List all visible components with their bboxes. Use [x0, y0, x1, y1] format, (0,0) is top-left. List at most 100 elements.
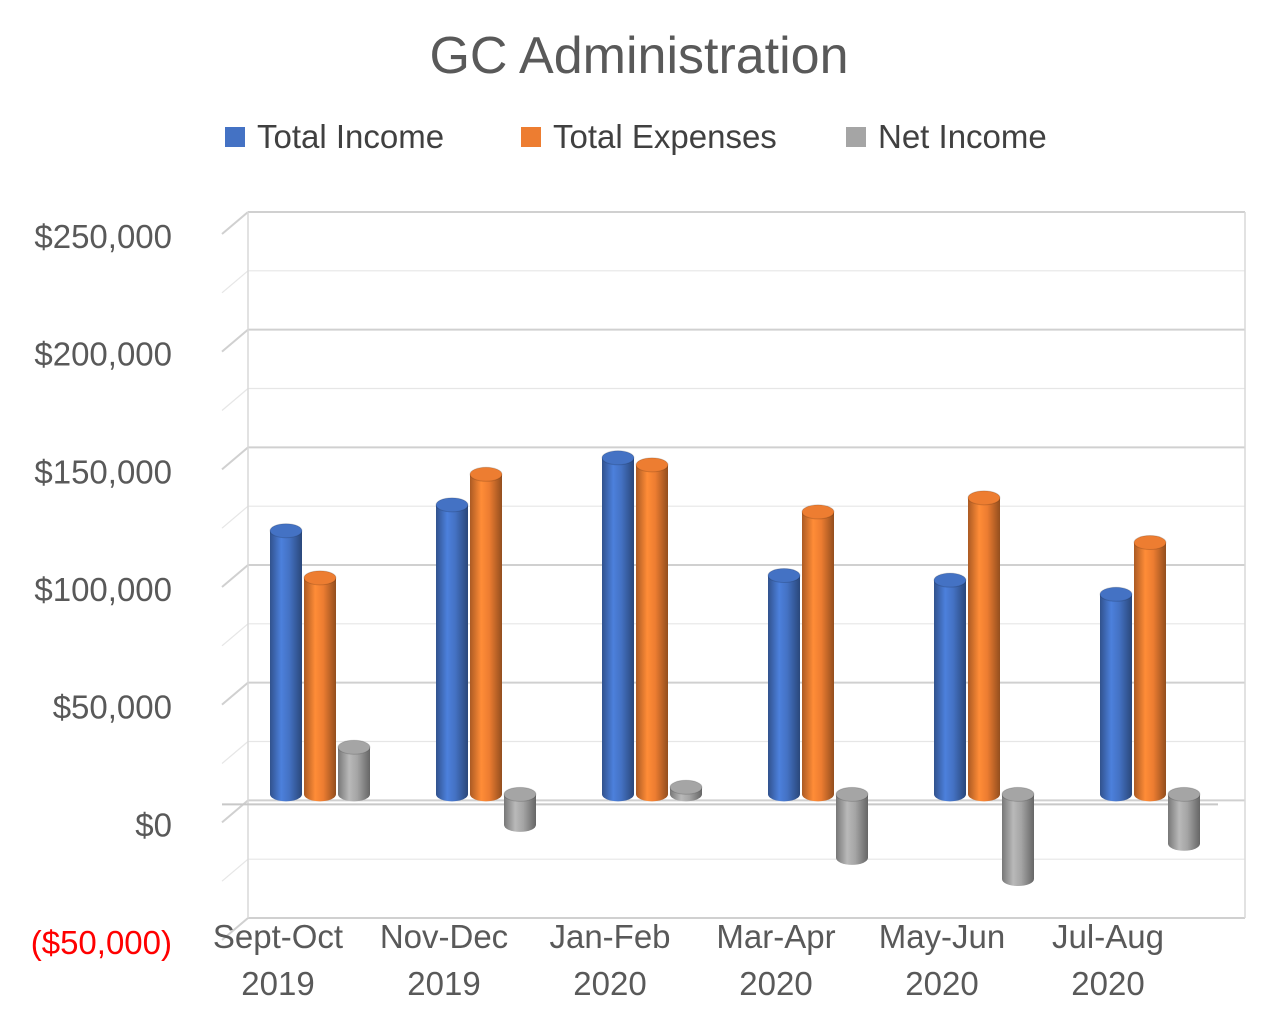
x-tick-label: 2019 [241, 965, 314, 1002]
bar-cap [835, 786, 869, 802]
bar-body [968, 497, 1000, 802]
gridline-side [221, 564, 249, 588]
gridline-side [221, 211, 249, 235]
gridline-side [221, 681, 249, 706]
bar-body [338, 747, 370, 802]
bar-body [836, 794, 868, 865]
bar-body [934, 580, 966, 802]
chart-legend: Total Income Total Expenses Net Income [0, 118, 1278, 162]
x-tick-label: 2020 [905, 965, 978, 1002]
gridline-side [221, 505, 249, 529]
grid-layer [221, 211, 1246, 941]
bar-cap [303, 570, 337, 586]
y-tick-label: $250,000 [34, 218, 172, 255]
bar-cap [337, 739, 371, 755]
gridline-side [221, 446, 249, 471]
y-axis: $250,000 $200,000 $150,000 $100,000 $50,000 $… [31, 218, 172, 961]
legend-swatch-total-income [225, 127, 245, 147]
legend-label-total-expenses: Total Expenses [553, 118, 777, 155]
bar-total-expenses-jan-feb-2020 [635, 457, 669, 802]
x-tick-label: 2020 [1071, 965, 1144, 1002]
bar-net-income-may-jun-2020 [1001, 786, 1035, 887]
gridline-side [221, 741, 249, 764]
legend-swatch-total-expenses [521, 127, 541, 147]
chart-title: GC Administration [429, 27, 849, 85]
bar-total-expenses-jul-aug-2020 [1133, 535, 1167, 802]
bar-total-income-jul-aug-2020 [1099, 586, 1133, 802]
x-tick-label: 2019 [407, 965, 480, 1002]
bar-body [768, 575, 800, 802]
bar-body [1168, 794, 1200, 851]
bar-cap [1133, 535, 1167, 551]
bar-total-income-jan-feb-2020 [601, 450, 635, 802]
bar-cap [967, 490, 1001, 506]
legend-swatch-net-income [846, 127, 866, 147]
legend-item-net-income: Net Income [846, 118, 1047, 156]
bar-cap [635, 457, 669, 473]
bar-total-income-sept-oct-2019 [269, 523, 303, 802]
bar-total-expenses-sept-oct-2019 [303, 570, 337, 802]
x-tick-label: Jul-Aug [1052, 918, 1164, 955]
gridline-side [221, 270, 249, 294]
y-tick-label: $50,000 [53, 689, 172, 726]
bar-net-income-jul-aug-2020 [1167, 786, 1201, 851]
x-tick-label: Sept-Oct [213, 918, 343, 955]
x-tick-label: May-Jun [879, 918, 1006, 955]
y-tick-label: $100,000 [34, 571, 172, 608]
bar-cap [269, 523, 303, 539]
bar-body [436, 504, 468, 802]
bar-cap [503, 786, 537, 802]
bar-body [470, 474, 502, 802]
bar-body [802, 511, 834, 802]
bar-cap [601, 450, 635, 466]
bar-body [270, 530, 302, 802]
bars-layer [269, 450, 1201, 887]
bar-total-expenses-mar-apr-2020 [801, 504, 835, 802]
x-tick-label: Jan-Feb [549, 918, 670, 955]
bar-body [1134, 542, 1166, 802]
x-tick-label: Mar-Apr [716, 918, 835, 955]
bar-body [636, 464, 668, 802]
bar-net-income-jan-feb-2020 [669, 779, 703, 802]
bar-total-income-mar-apr-2020 [767, 567, 801, 802]
gridline-side [221, 328, 249, 353]
bar-cap [801, 504, 835, 520]
bar-total-income-nov-dec-2019 [435, 497, 469, 802]
x-tick-label: 2020 [739, 965, 812, 1002]
bar-body [1002, 794, 1034, 887]
bar-cap [669, 779, 703, 795]
gridline-side [221, 388, 249, 411]
bar-cap [435, 497, 469, 513]
bar-net-income-nov-dec-2019 [503, 786, 537, 832]
gridline-side [221, 858, 249, 882]
bar-cap [1167, 786, 1201, 802]
x-tick-label: 2020 [573, 965, 646, 1002]
bar-cap [469, 466, 503, 482]
bar-net-income-mar-apr-2020 [835, 786, 869, 865]
x-tick-label: Nov-Dec [380, 918, 508, 955]
y-tick-label: $200,000 [34, 336, 172, 373]
bar-cap [1099, 586, 1133, 602]
bar-cap [767, 567, 801, 583]
bar-total-expenses-may-jun-2020 [967, 490, 1001, 802]
y-tick-label: $150,000 [34, 453, 172, 490]
gridline-side [221, 623, 249, 647]
bar-body [1100, 594, 1132, 802]
bar-net-income-sept-oct-2019 [337, 739, 371, 802]
bar-body [602, 457, 634, 802]
bar-body [304, 577, 336, 802]
bar-total-expenses-nov-dec-2019 [469, 466, 503, 802]
gridline-side [221, 917, 249, 941]
bar-cap [1001, 786, 1035, 802]
bar-total-income-may-jun-2020 [933, 572, 967, 802]
legend-label-total-income: Total Income [257, 118, 445, 155]
y-tick-label: ($50,000) [31, 924, 172, 961]
x-axis: Sept-Oct 2019 Nov-Dec 2019 Jan-Feb 2020 Mar-Ap… [213, 918, 1164, 1002]
bar-body [504, 794, 536, 832]
legend-label-net-income: Net Income [878, 118, 1047, 155]
legend-item-total-income: Total Income [225, 118, 444, 156]
y-tick-label: $0 [135, 806, 172, 843]
bar-cap [933, 572, 967, 588]
legend-item-total-expenses: Total Expenses [521, 118, 777, 156]
